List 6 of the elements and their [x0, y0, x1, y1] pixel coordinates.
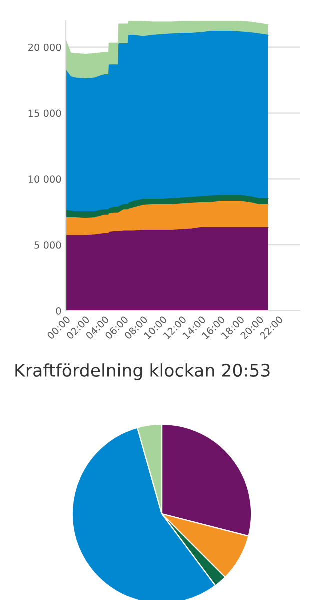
y-tick-label: 20 000	[28, 44, 62, 52]
y-tick-label: 0	[56, 307, 62, 315]
chart-title: Kraftfördelning klockan 20:53	[16, 364, 270, 380]
y-tick-label: 15 000	[28, 110, 62, 118]
y-tick-label: 5 000	[34, 242, 62, 249]
y-tick-label: 10 000	[28, 176, 62, 184]
